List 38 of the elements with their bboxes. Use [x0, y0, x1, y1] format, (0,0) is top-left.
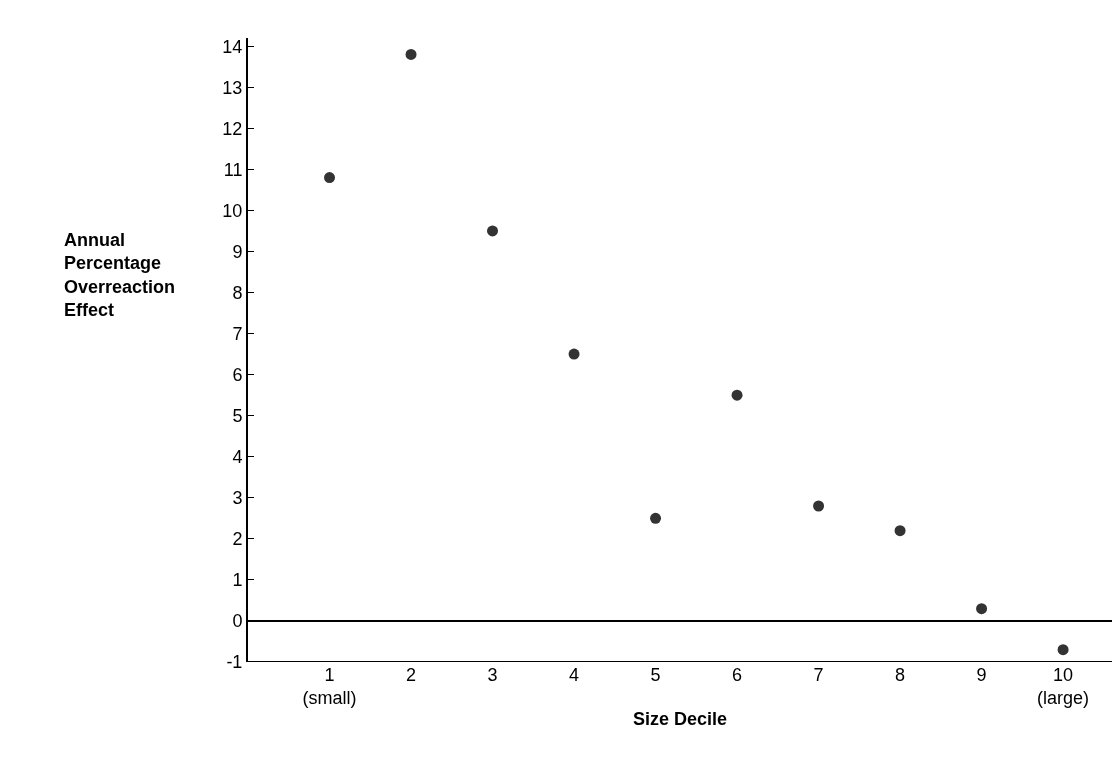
y-tick-label: 11 — [223, 159, 243, 180]
point — [976, 603, 988, 615]
y-tick-label: 4 — [232, 447, 243, 468]
x-tick-label: 6 — [732, 665, 743, 685]
x-tick-label: 1 (small) — [302, 665, 357, 709]
x-tick-label: 8 — [895, 665, 906, 685]
y-axis-title: Annual Percentage Overreaction Effect — [64, 230, 176, 321]
y-tick-label: 9 — [232, 241, 243, 262]
point — [894, 525, 906, 537]
point — [324, 172, 336, 184]
point — [568, 348, 580, 360]
x-tick-label: 2 — [406, 665, 417, 685]
y-tick-label: 3 — [232, 488, 243, 509]
y-tick-label: 6 — [232, 364, 243, 385]
x-tick-label: 5 — [650, 665, 661, 685]
y-tick-label: 13 — [222, 77, 243, 98]
point — [405, 48, 417, 60]
x-tick-label: 7 — [813, 665, 824, 685]
y-tick-label: 2 — [232, 529, 243, 550]
y-tick-label: -1 — [226, 652, 243, 673]
y-tick-label: 0 — [232, 611, 243, 632]
x-tick-label: 9 — [976, 665, 987, 685]
y-tick-label: 1 — [232, 570, 243, 591]
point — [731, 389, 743, 401]
point — [487, 225, 499, 237]
point — [650, 512, 662, 524]
x-tick-label: 4 — [569, 665, 580, 685]
y-tick-label: 14 — [222, 36, 243, 57]
point — [1057, 644, 1069, 656]
x-tick-label: 3 — [487, 665, 498, 685]
y-tick-label: 8 — [232, 282, 243, 303]
y-tick-label: 5 — [232, 405, 243, 426]
y-tick-label: 10 — [222, 200, 243, 221]
y-tick-label: 7 — [232, 323, 243, 344]
x-axis-title: Size Decile — [632, 708, 728, 729]
y-tick-label: 12 — [222, 118, 243, 139]
point — [813, 500, 825, 512]
x-tick-label: 10 (large) — [1037, 665, 1090, 709]
